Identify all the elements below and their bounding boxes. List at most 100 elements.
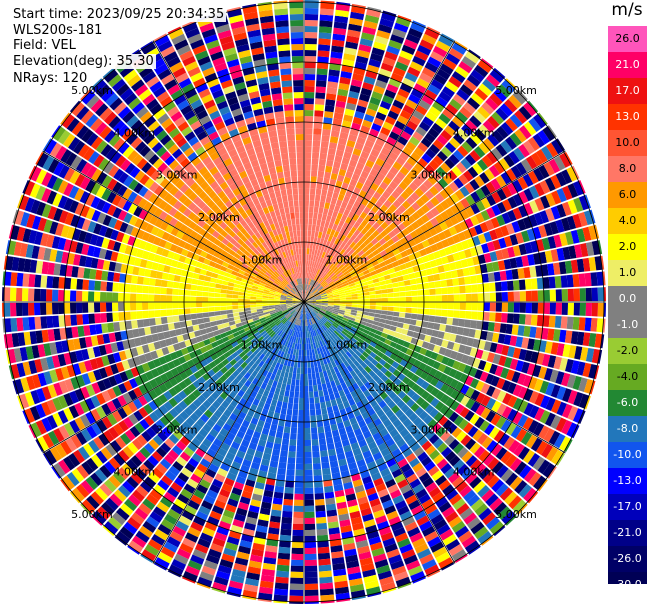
ray-gate	[423, 295, 430, 302]
ray-gate	[339, 248, 346, 256]
ray-gate	[136, 310, 143, 320]
ray-gate	[286, 463, 296, 470]
ray-gate	[453, 302, 460, 310]
ray-gate	[470, 320, 477, 329]
ray-gate	[281, 401, 288, 409]
ray-gate	[350, 260, 358, 267]
ray-gate	[296, 439, 304, 446]
ray-gate	[530, 278, 538, 290]
ray-gate	[70, 302, 77, 314]
ray-gate	[512, 90, 527, 105]
ray-gate	[304, 80, 315, 87]
ray-gate	[304, 517, 315, 524]
ray-gate	[473, 145, 486, 158]
ray-gate	[304, 361, 308, 368]
ray-gate	[320, 291, 326, 295]
ray-gate	[423, 302, 430, 309]
ray-gate	[304, 8, 319, 15]
ray-gate	[313, 475, 323, 482]
ray-gate	[314, 268, 319, 275]
ray-gate	[386, 283, 393, 289]
ray-gate	[375, 290, 382, 295]
ray-gate	[314, 294, 321, 298]
ray-gate	[226, 305, 233, 310]
ray-gate	[290, 577, 304, 584]
ray-gate	[556, 138, 566, 152]
ray-gate	[384, 51, 398, 61]
ray-gate	[336, 174, 345, 183]
ray-gate	[316, 378, 322, 385]
ray-gate	[415, 104, 428, 116]
ray-gate	[374, 286, 381, 291]
ray-gate	[209, 316, 216, 322]
ray-gate	[314, 487, 324, 494]
ray-gate	[315, 408, 322, 416]
ray-gate	[308, 254, 312, 261]
ray-gate	[392, 67, 406, 77]
ray-gate	[308, 385, 314, 392]
ray-gate	[322, 208, 329, 215]
ray-gate	[319, 278, 324, 285]
ray-gate	[457, 231, 467, 242]
ray-gate	[313, 212, 318, 219]
ray-gate	[107, 322, 115, 333]
ray-gate	[316, 182, 323, 190]
ray-gate	[324, 220, 330, 228]
ray-gate	[395, 327, 403, 334]
ray-gate	[315, 188, 322, 196]
ray-gate	[388, 204, 398, 213]
ray-gate	[572, 316, 580, 330]
ray-gate	[543, 289, 550, 302]
ray-gate	[304, 176, 311, 183]
ray-gate	[282, 510, 293, 518]
ray-gate	[178, 295, 185, 302]
ray-gate	[232, 298, 239, 302]
ray-gate	[459, 186, 470, 197]
ray-gate	[284, 390, 290, 397]
ray-gate	[166, 316, 174, 324]
ray-gate	[421, 67, 436, 79]
ray-gate	[304, 463, 313, 470]
ray-gate	[497, 84, 512, 98]
ray-gate	[277, 394, 284, 402]
ray-gate	[452, 149, 465, 161]
ray-gate	[358, 176, 367, 185]
ray-gate	[299, 337, 302, 344]
ray-gate	[449, 137, 461, 149]
ray-gate	[496, 188, 507, 201]
ray-gate	[316, 237, 321, 244]
ray-gate	[313, 281, 319, 288]
ray-gate	[314, 282, 320, 288]
ray-gate	[216, 319, 223, 326]
ray-gate	[420, 204, 430, 214]
ray-gate	[148, 318, 156, 326]
ray-gate	[369, 96, 381, 106]
ray-gate	[112, 292, 119, 302]
ray-gate	[460, 157, 472, 170]
ray-gate	[444, 125, 457, 137]
ray-gate	[347, 29, 361, 38]
ray-gate	[88, 302, 95, 313]
ray-gate	[493, 322, 501, 333]
ray-gate	[344, 261, 351, 268]
ray-gate	[319, 444, 327, 452]
ray-gate	[474, 128, 487, 141]
ray-gate	[338, 137, 347, 146]
ray-gate	[426, 26, 441, 35]
ray-gate	[317, 170, 325, 178]
ray-gate	[28, 274, 36, 288]
ray-gate	[429, 295, 436, 302]
ray-gate	[408, 272, 416, 280]
ray-gate	[304, 565, 318, 572]
ray-gate	[190, 284, 198, 291]
ray-gate	[523, 202, 534, 216]
ray-gate	[372, 163, 382, 172]
ray-gate	[349, 11, 365, 21]
ray-gate	[554, 315, 562, 329]
ray-gate	[437, 231, 447, 241]
ray-gate	[478, 141, 491, 155]
ray-gate	[317, 269, 322, 276]
ray-gate	[220, 306, 227, 311]
ray-gate	[320, 245, 326, 252]
ray-gate	[130, 284, 137, 293]
